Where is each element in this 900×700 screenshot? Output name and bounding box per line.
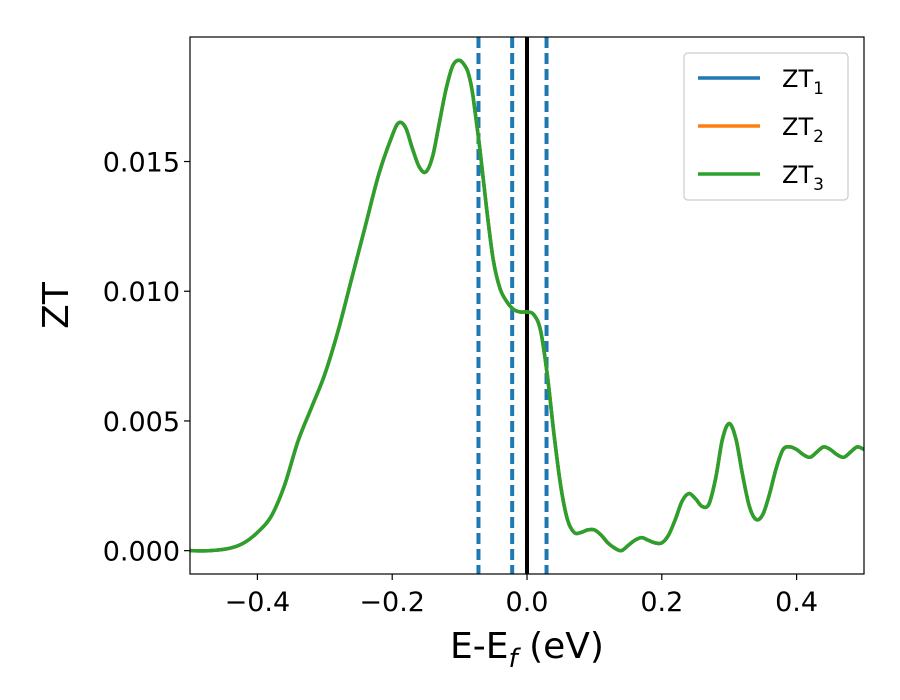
legend-label-sub: 3 [813, 175, 824, 195]
series-lines [190, 58, 864, 553]
y-tick-label: 0.000 [103, 537, 180, 568]
x-tick-label: 0.4 [775, 587, 818, 618]
legend-label-main: ZT [782, 113, 813, 141]
reference-lines [476, 37, 549, 574]
x-tick-label: −0.2 [359, 587, 425, 618]
y-tick-label: 0.010 [103, 277, 180, 308]
y-tick-label: 0.015 [103, 148, 180, 179]
legend-label-main: ZT [782, 65, 813, 93]
x-axis-title-main: E-E [450, 626, 508, 667]
y-tick-label: 0.005 [103, 407, 180, 438]
x-axis-title: E-Ef (eV) [450, 626, 604, 674]
y-axis-ticks: 0.000 0.005 0.010 0.015 [103, 148, 190, 568]
legend-box [683, 52, 849, 201]
legend-label-zt2: ZT2 [782, 113, 824, 147]
legend-label-zt1: ZT1 [782, 65, 824, 99]
x-axis-ticks: −0.4 −0.2 0.0 0.2 0.4 [225, 574, 818, 618]
x-tick-label: 0.2 [640, 587, 683, 618]
x-axis-title-tail: (eV) [518, 626, 604, 667]
y-axis-title: ZT [36, 281, 77, 329]
x-tick-label: −0.4 [225, 587, 291, 618]
legend-label-zt3: ZT3 [782, 161, 824, 195]
x-tick-label: 0.0 [506, 587, 549, 618]
legend-label-sub: 2 [813, 127, 824, 147]
legend-label-main: ZT [782, 161, 813, 189]
legend-label-sub: 1 [813, 79, 824, 99]
series-line-zt3 [190, 58, 864, 553]
